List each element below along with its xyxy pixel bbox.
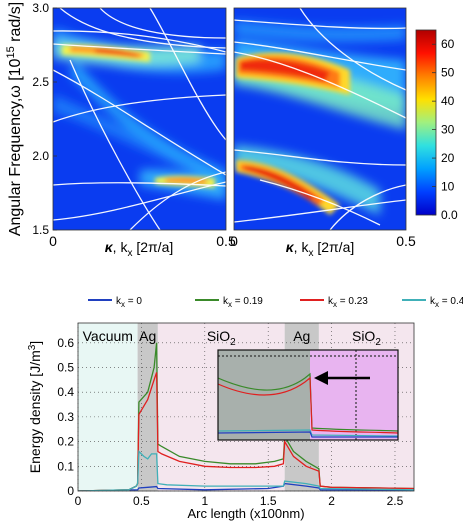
colorbar-tick-label: 40 — [441, 94, 455, 108]
x-tick-label: 0.5 — [396, 233, 416, 249]
series-line — [78, 372, 414, 491]
region-label: SiO2 — [352, 328, 381, 348]
legend-label: kx = 0.23 — [328, 296, 368, 309]
bottom-x-axis-label: Arc length (x100nm) — [187, 506, 304, 521]
series-line — [78, 482, 414, 491]
colorbar: 60 50 40 30 20 10 0.0 — [415, 29, 458, 222]
colorbar-tick-label: 20 — [441, 151, 455, 165]
region-band — [137, 323, 158, 491]
top-y-axis-label: Angular Frequency,ω [1015 rad/s] — [5, 2, 24, 236]
legend: kx = 0 kx = 0.19 kx = 0.23 kx = 0.48 — [88, 296, 463, 309]
y-tick-label: 0 — [67, 484, 74, 498]
x-tick-label: 0 — [75, 494, 82, 508]
colorbar-tick-label: 60 — [441, 37, 455, 51]
inset-zoom — [217, 349, 399, 441]
y-tick-label: 0.2 — [57, 435, 74, 449]
bottom-y-axis-label: Energy density [J/m3] — [27, 341, 43, 473]
top-axes: 1.52.02.53.00 0.50 0.5 — [32, 1, 416, 249]
y-tick-label: 2.0 — [32, 149, 49, 163]
x-tick-label: 0 — [230, 233, 238, 249]
colorbar-tick-label: 10 — [441, 180, 455, 194]
y-tick-label: 0.3 — [57, 410, 74, 424]
region-label: Vacuum — [83, 328, 133, 344]
x-tick-label: 2 — [328, 494, 335, 508]
legend-label: kx = 0 — [116, 296, 142, 309]
x-tick-label: 0 — [49, 233, 57, 249]
region-label: Ag — [293, 328, 310, 344]
heatmap-right — [233, 7, 407, 231]
line-plot: Vacuum Ag SiO2 Ag SiO2 0 0.1 0.2 0.3 0.4 0.5 0.6 0 0… — [27, 322, 415, 521]
top-right-x-axis-label: κ, kx [2π/a] — [286, 239, 355, 259]
x-tick-label: 2.5 — [387, 494, 404, 508]
y-tick-label: 0.1 — [57, 459, 74, 473]
colorbar-tick-label: 0.0 — [441, 208, 458, 222]
region-label: SiO2 — [207, 328, 236, 348]
y-tick-label: 3.0 — [32, 1, 49, 15]
region-label: Ag — [139, 328, 156, 344]
legend-label: kx = 0.48 — [430, 296, 463, 309]
y-tick-label: 0.5 — [57, 360, 74, 374]
region-band — [78, 323, 138, 491]
heatmap-left — [52, 7, 227, 231]
top-left-x-axis-label: κ, kx [2π/a] — [105, 239, 174, 259]
x-tick-label: 0.5 — [216, 233, 236, 249]
y-tick-label: 2.5 — [32, 75, 49, 89]
series-line — [78, 450, 414, 491]
y-tick-label: 0.6 — [57, 336, 74, 350]
x-tick-label: 1 — [201, 494, 208, 508]
legend-label: kx = 0.19 — [223, 296, 263, 309]
inset-sio2-region — [310, 350, 398, 440]
colorbar-tick-label: 50 — [441, 66, 455, 80]
y-tick-label: 0.4 — [57, 385, 74, 399]
y-tick-label: 1.5 — [32, 223, 49, 237]
colorbar-tick-label: 30 — [441, 123, 455, 137]
arrow-icon — [314, 371, 370, 385]
x-tick-label: 1.5 — [260, 494, 277, 508]
x-tick-label: 0.5 — [133, 494, 150, 508]
